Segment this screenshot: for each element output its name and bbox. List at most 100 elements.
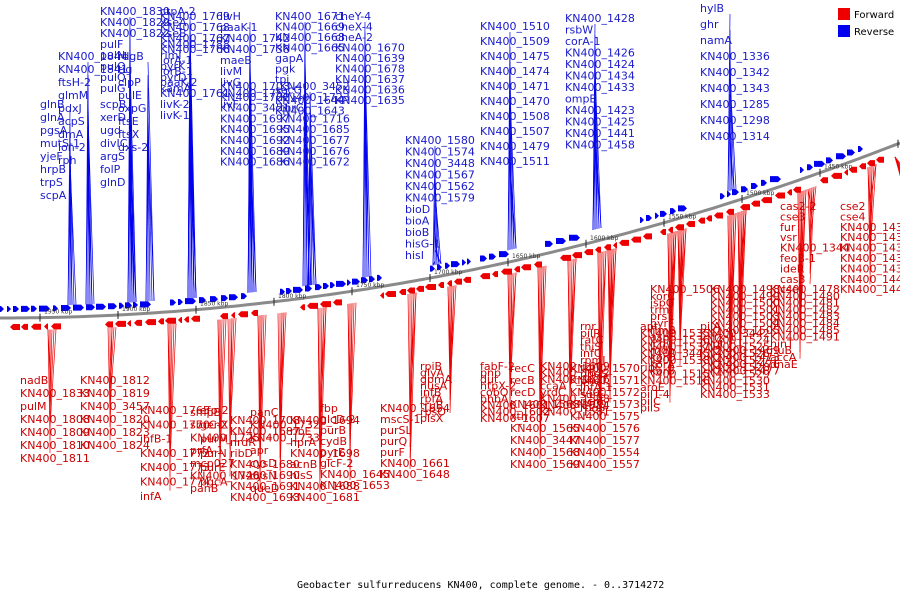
- forward-gene-label: panC: [250, 406, 279, 419]
- forward-gene-label: ccaA: [540, 380, 567, 393]
- forward-leader-line: [667, 233, 671, 403]
- forward-gene-label: KN400_1645: [320, 468, 390, 481]
- reverse-leader-line: [129, 122, 137, 303]
- reverse-gene-arrow: [286, 287, 292, 294]
- reverse-gene-label: KN400_1702: [220, 91, 290, 104]
- reverse-gene-label: pulE: [118, 89, 142, 102]
- forward-gene-arrow: [751, 200, 760, 207]
- forward-gene-arrow: [51, 323, 61, 330]
- forward-gene-label: KN400_1809: [20, 426, 90, 439]
- reverse-gene-label: glnA: [40, 111, 65, 124]
- forward-gene-label: purM: [200, 433, 228, 446]
- reverse-gene-arrow: [800, 167, 804, 174]
- reverse-gene-arrow: [751, 183, 758, 190]
- reverse-leader-line: [69, 161, 77, 305]
- forward-gene-label: rluB: [770, 344, 792, 357]
- forward-gene-label: KN400_1477: [710, 365, 780, 378]
- reverse-gene-arrow: [761, 179, 767, 186]
- reverse-gene-label: xseB: [160, 27, 187, 40]
- forward-gene-label: KN400_1648: [380, 468, 450, 481]
- forward-gene-label: cysD: [250, 457, 277, 470]
- forward-gene-arrow: [127, 320, 131, 327]
- reverse-gene-arrow: [73, 304, 84, 311]
- forward-gene-label: accA: [770, 351, 797, 364]
- forward-gene-label: KN400_1565: [510, 422, 580, 435]
- reverse-gene-arrow: [0, 305, 4, 312]
- reverse-gene-label: divIC: [100, 137, 128, 150]
- forward-gene-label: pilR: [580, 327, 601, 340]
- reverse-gene-label: pdxJ: [58, 102, 82, 115]
- forward-leader-line: [569, 258, 575, 394]
- forward-gene-arrow: [251, 310, 258, 317]
- reverse-gene-arrow: [178, 298, 183, 305]
- reverse-gene-label: ftsE: [118, 115, 139, 128]
- forward-gene-label: KN400_1607: [480, 412, 550, 425]
- forward-gene-label: KN400_1609: [540, 360, 610, 373]
- reverse-gene-arrow: [770, 176, 781, 183]
- forward-gene-label: KN400_3447: [510, 434, 580, 447]
- forward-leader-line: [349, 302, 357, 448]
- reverse-leader-line: [129, 187, 137, 303]
- reverse-gene-arrow: [556, 238, 566, 245]
- reverse-gene-label: KN400_1433: [565, 81, 635, 94]
- forward-gene-label: rnr: [580, 320, 596, 333]
- forward-gene-label: KN400_1473: [710, 351, 780, 364]
- reverse-gene-label: KN400_1298: [700, 114, 770, 127]
- reverse-gene-arrow: [13, 305, 19, 312]
- forward-leader-line: [737, 212, 741, 366]
- forward-gene-label: KN400_1691: [230, 480, 300, 493]
- reverse-leader-line: [69, 200, 73, 305]
- forward-gene-label: korD: [650, 351, 676, 364]
- ruler-tick-label: 1950 kbp: [44, 309, 72, 316]
- reverse-gene-label: KN400_1637: [335, 73, 405, 86]
- forward-leader-line: [729, 212, 737, 376]
- reverse-gene-label: ftsX: [118, 128, 140, 141]
- reverse-gene-label: cheX-4: [335, 21, 373, 34]
- reverse-gene-label: KN400_1703: [220, 80, 290, 93]
- forward-gene-label: plsX: [420, 412, 444, 425]
- reverse-gene-arrow: [323, 283, 329, 290]
- forward-gene-label: nusA: [420, 380, 448, 393]
- forward-gene-arrow: [820, 177, 828, 184]
- forward-gene-arrow: [385, 291, 396, 298]
- forward-gene-arrow: [438, 281, 444, 288]
- forward-gene-label: panB: [190, 482, 218, 495]
- reverse-gene-label: KN400_1686: [220, 156, 290, 169]
- forward-leader-line: [609, 248, 617, 383]
- forward-gene-label: cse4: [840, 210, 866, 223]
- forward-gene-label: KN400_1557: [570, 458, 640, 471]
- forward-leader-line: [169, 323, 175, 448]
- reverse-gene-label: argS: [100, 150, 125, 163]
- reverse-gene-label: rsbW: [565, 24, 593, 37]
- reverse-leader-line: [87, 165, 93, 305]
- reverse-gene-arrow: [336, 280, 346, 287]
- forward-gene-arrow: [534, 261, 542, 268]
- forward-gene-label: KN400_1770: [140, 418, 210, 431]
- forward-gene-label: truB: [420, 399, 443, 412]
- reverse-gene-label: KN400_1671: [275, 10, 345, 23]
- reverse-gene-label: lon-2: [58, 141, 86, 154]
- reverse-gene-label: KN400_1768: [160, 21, 230, 34]
- forward-gene-arrow: [31, 323, 41, 330]
- reverse-gene-label: pyrK: [160, 60, 186, 73]
- reverse-gene-arrow: [7, 305, 11, 312]
- forward-gene-label: pilC: [640, 395, 661, 408]
- forward-gene-label: hisS: [290, 469, 313, 482]
- forward-gene-label: KN400_1527: [700, 354, 770, 367]
- forward-gene-label: dnaE: [770, 358, 798, 371]
- forward-gene-arrow: [613, 242, 617, 249]
- forward-gene-label: KN400_3445: [640, 347, 710, 360]
- forward-gene-label: lgt: [710, 337, 725, 350]
- reverse-gene-arrow: [489, 253, 496, 260]
- forward-gene-label: mscS-1: [380, 413, 420, 426]
- reverse-gene-label: tpi: [275, 73, 289, 86]
- reverse-gene-label: KN400_1510: [480, 20, 550, 33]
- forward-leader-line: [569, 258, 577, 401]
- forward-gene-label: efp-2: [200, 404, 229, 417]
- forward-gene-label: purE: [200, 461, 225, 474]
- forward-gene-arrow: [165, 317, 176, 324]
- reverse-gene-label: KN400_1458: [565, 139, 635, 152]
- forward-leader-line: [109, 327, 115, 389]
- forward-gene-label: KN400_1765: [140, 404, 210, 417]
- forward-gene-label: xth: [510, 410, 528, 423]
